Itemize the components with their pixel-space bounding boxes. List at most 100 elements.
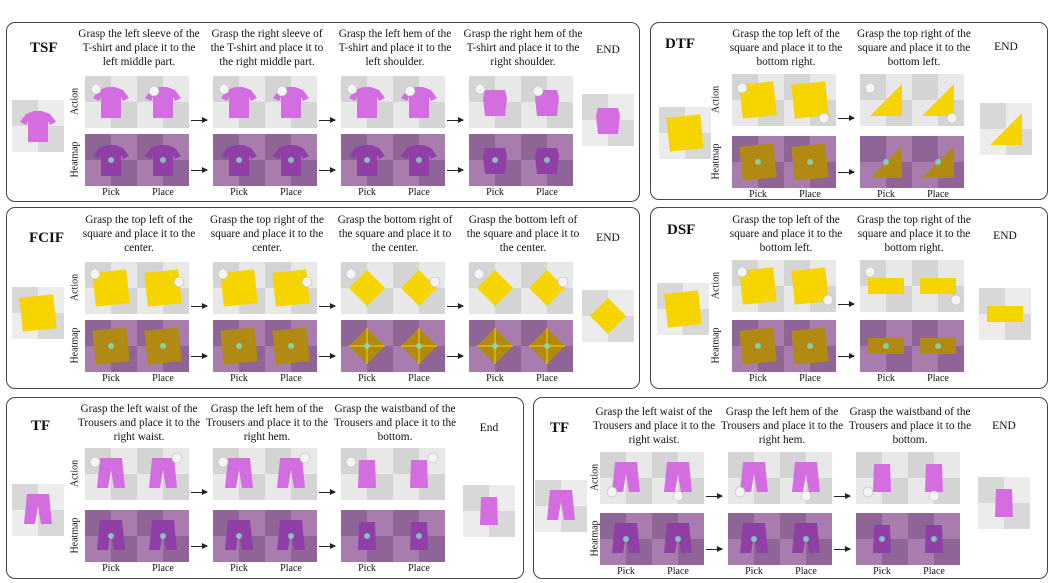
fcif-step-4-pick-label: Pick	[486, 373, 504, 384]
tsf-step-1-instruction: Grasp the left sleeve of the T-shirt and…	[78, 28, 200, 68]
tf1-step-2-action-arrow	[319, 489, 336, 495]
tf2-step-1-pick-label: Pick	[617, 566, 635, 577]
dsf-step-2-action-pick	[860, 260, 912, 312]
tf1-step-3-place-label: Place	[408, 563, 430, 574]
dtf-start-state	[659, 107, 711, 159]
fcif-step-3-instruction: Grasp the bottom right of the square and…	[337, 214, 453, 254]
tsf-step-3-heatmap-arrow	[447, 167, 464, 173]
tf1-step-2-heatmap-arrow	[319, 543, 336, 549]
fcif-start-state	[12, 287, 64, 339]
fcif-step-1-heatmap-place	[137, 320, 189, 372]
tf1-step-1-place-label: Place	[152, 563, 174, 574]
dsf-step-2-heatmap-place	[912, 320, 964, 372]
tsf-step-4-place-label: Place	[536, 187, 558, 198]
tf1-step-3-instruction: Grasp the waistband of the Trousers and …	[333, 403, 457, 443]
fcif-title: FCIF	[29, 230, 64, 246]
tsf-step-2-pick-label: Pick	[230, 187, 248, 198]
tf2-title: TF	[550, 420, 570, 436]
tf1-step-3-action-place	[393, 448, 445, 500]
dsf-step-2-pick-label: Pick	[877, 373, 895, 384]
tsf-step-1-heatmap-place	[137, 134, 189, 186]
tf1-step-1-pick-label: Pick	[102, 563, 120, 574]
dsf-step-1-place-label: Place	[799, 373, 821, 384]
tf1-step-1-action-place	[137, 448, 189, 500]
dtf-step-1-heatmap-arrow	[838, 169, 855, 175]
dsf-step-1-pick-label: Pick	[749, 373, 767, 384]
tsf-end-label: END	[596, 44, 620, 56]
dsf-end-label: END	[993, 230, 1017, 242]
dtf-action-label: Action	[710, 85, 722, 114]
fcif-step-4-action-place	[521, 262, 573, 314]
fcif-step-2-instruction: Grasp the top right of the square and pl…	[210, 214, 324, 254]
dtf-end-label: END	[994, 41, 1018, 53]
fcif-step-2-action-pick	[213, 262, 265, 314]
dtf-step-2-instruction: Grasp the top right of the square and pl…	[857, 28, 971, 68]
fcif-step-3-place-label: Place	[408, 373, 430, 384]
dsf-step-2-action-place	[912, 260, 964, 312]
tf2-step-3-heatmap-pick	[856, 513, 908, 565]
tf2-step-1-heatmap-place	[652, 513, 704, 565]
tsf-step-2-place-label: Place	[280, 187, 302, 198]
tsf-step-3-heatmap-place	[393, 134, 445, 186]
dtf-step-1-heatmap-place	[784, 136, 836, 188]
fcif-step-4-heatmap-place	[521, 320, 573, 372]
tf1-start-state	[12, 484, 64, 536]
dtf-step-1-pick-label: Pick	[749, 189, 767, 200]
dsf-start-state	[657, 283, 709, 335]
tf1-step-3-action-pick	[341, 448, 393, 500]
tf1-step-3-heatmap-place	[393, 510, 445, 562]
dtf-heatmap-label: Heatmap	[710, 143, 722, 180]
tf2-step-2-place-label: Place	[795, 566, 817, 577]
tf1-heatmap-label: Heatmap	[69, 517, 81, 554]
tsf-step-3-heatmap-pick	[341, 134, 393, 186]
dsf-step-1-heatmap-pick	[732, 320, 784, 372]
tf1-step-3-pick-label: Pick	[358, 563, 376, 574]
dtf-step-2-heatmap-place	[912, 136, 964, 188]
tsf-step-2-heatmap-arrow	[319, 167, 336, 173]
tf2-start-state	[535, 480, 587, 532]
fcif-step-2-action-place	[265, 262, 317, 314]
fcif-step-1-instruction: Grasp the top left of the square and pla…	[82, 214, 196, 254]
tsf-step-1-heatmap-pick	[85, 134, 137, 186]
fcif-step-2-heatmap-arrow	[319, 353, 336, 359]
tf2-step-2-instruction: Grasp the left hem of the Trousers and p…	[720, 406, 844, 446]
tsf-step-2-instruction: Grasp the right sleeve of the T-shirt an…	[210, 28, 324, 68]
fcif-end-label: END	[596, 232, 620, 244]
tf1-step-1-action-pick	[85, 448, 137, 500]
tf2-step-2-pick-label: Pick	[745, 566, 763, 577]
tf1-step-2-instruction: Grasp the left hem of the Trousers and p…	[205, 403, 329, 443]
tf2-step-1-action-arrow	[706, 493, 723, 499]
tsf-title: TSF	[30, 40, 58, 56]
dtf-step-1-instruction: Grasp the top left of the square and pla…	[729, 28, 843, 68]
tsf-step-4-heatmap-pick	[469, 134, 521, 186]
dtf-step-2-place-label: Place	[927, 189, 949, 200]
dtf-step-2-heatmap-pick	[860, 136, 912, 188]
tf1-step-2-heatmap-pick	[213, 510, 265, 562]
fcif-step-1-place-label: Place	[152, 373, 174, 384]
fcif-step-2-heatmap-pick	[213, 320, 265, 372]
tf2-step-2-heatmap-pick	[728, 513, 780, 565]
fcif-step-3-action-place	[393, 262, 445, 314]
dtf-title: DTF	[665, 36, 695, 52]
tsf-step-4-instruction: Grasp the right hem of the T-shirt and p…	[463, 28, 583, 68]
dtf-step-1-place-label: Place	[799, 189, 821, 200]
fcif-action-label: Action	[69, 273, 81, 302]
tf1-step-2-action-place	[265, 448, 317, 500]
tf2-step-3-place-label: Place	[923, 566, 945, 577]
dsf-step-2-heatmap-pick	[860, 320, 912, 372]
tf1-step-3-heatmap-pick	[341, 510, 393, 562]
tsf-step-1-action-place	[137, 76, 189, 128]
dtf-step-1-action-arrow	[838, 115, 855, 121]
fcif-step-2-place-label: Place	[280, 373, 302, 384]
tsf-step-1-action-pick	[85, 76, 137, 128]
dtf-step-2-pick-label: Pick	[877, 189, 895, 200]
tf1-title: TF	[31, 418, 51, 434]
tf2-step-2-action-pick	[728, 452, 780, 504]
tf1-step-1-instruction: Grasp the left waist of the Trousers and…	[77, 403, 201, 443]
fcif-step-3-heatmap-place	[393, 320, 445, 372]
dsf-step-1-action-arrow	[838, 301, 855, 307]
dtf-step-2-action-pick	[860, 74, 912, 126]
dsf-step-2-place-label: Place	[927, 373, 949, 384]
dtf-step-1-heatmap-pick	[732, 136, 784, 188]
tsf-step-3-instruction: Grasp the left hem of the T-shirt and pl…	[338, 28, 452, 68]
